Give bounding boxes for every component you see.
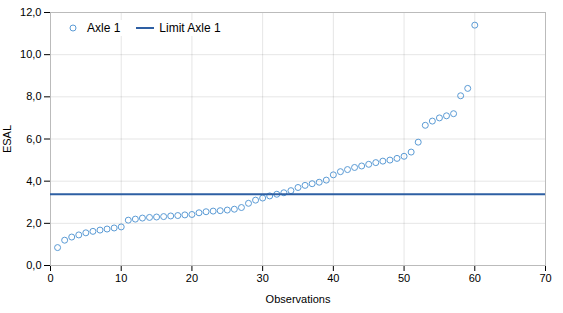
svg-text:Observations: Observations — [266, 293, 331, 305]
svg-text:30: 30 — [257, 272, 269, 284]
svg-text:4,0: 4,0 — [26, 175, 41, 187]
svg-text:20: 20 — [186, 272, 198, 284]
svg-text:0,0: 0,0 — [26, 259, 41, 271]
svg-text:60: 60 — [469, 272, 481, 284]
html-text:Limit Axle 1: Limit Axle 1 — [159, 21, 221, 35]
svg-text:10,0: 10,0 — [20, 48, 41, 60]
svg-text:40: 40 — [327, 272, 339, 284]
svg-text:2,0: 2,0 — [26, 217, 41, 229]
svg-text:8,0: 8,0 — [26, 90, 41, 102]
svg-text:0: 0 — [47, 272, 53, 284]
svg-text:6,0: 6,0 — [26, 133, 41, 145]
svg-text:10: 10 — [115, 272, 127, 284]
html-text:Axle 1: Axle 1 — [87, 21, 121, 35]
svg-text:50: 50 — [398, 272, 410, 284]
svg-text:70: 70 — [539, 272, 551, 284]
svg-text:12,0: 12,0 — [20, 6, 41, 18]
svg-text:ESAL: ESAL — [1, 125, 13, 153]
